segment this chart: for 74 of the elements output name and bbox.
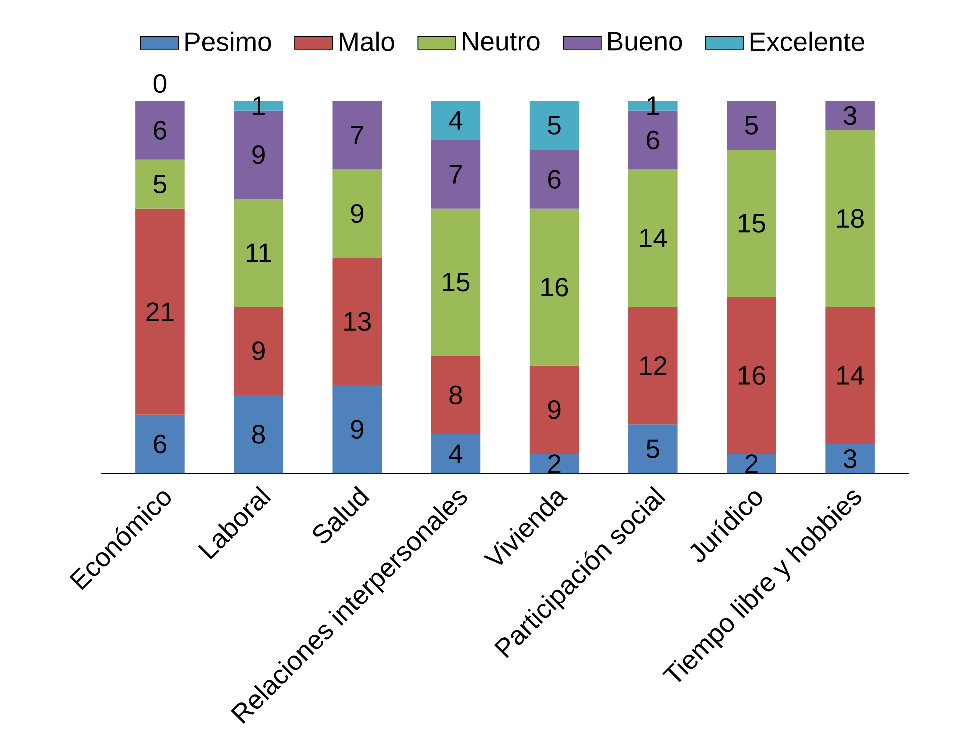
- bar: [431, 208, 481, 356]
- legend-label: Excelente: [750, 32, 865, 52]
- data-label: 5: [548, 116, 561, 135]
- data-label: 18: [838, 209, 864, 228]
- bar: [332, 258, 382, 386]
- bar: [530, 150, 580, 209]
- bar: [332, 385, 382, 474]
- bar: [727, 101, 776, 150]
- bar: [826, 444, 875, 474]
- data-label: 11: [246, 244, 272, 262]
- legend-label: Bueno: [608, 32, 682, 51]
- bar: [727, 454, 776, 474]
- bar: [136, 160, 185, 209]
- data-label: 7: [351, 126, 364, 145]
- bar: [826, 130, 875, 307]
- bar: [826, 306, 875, 444]
- data-label: 5: [745, 116, 758, 135]
- bar: [136, 101, 185, 160]
- data-label: 9: [548, 400, 561, 420]
- data-label: 3: [844, 106, 857, 126]
- data-label: 5: [646, 440, 660, 458]
- data-label: 6: [647, 130, 660, 150]
- bar: [628, 306, 678, 425]
- data-label: 1: [253, 96, 265, 116]
- data-label: 9: [252, 342, 265, 361]
- data-label: 4: [449, 112, 463, 130]
- bar: [431, 356, 481, 434]
- bar: [530, 454, 580, 474]
- data-label: 6: [154, 434, 166, 454]
- data-label: 14: [838, 366, 864, 385]
- bar: [234, 395, 284, 474]
- bar: [234, 306, 284, 396]
- bar: [332, 101, 382, 170]
- bar: [530, 208, 580, 366]
- legend-label: Malo: [340, 32, 394, 52]
- legend-label: Neutro: [463, 32, 540, 51]
- bar: [431, 140, 481, 209]
- bar: [530, 366, 580, 454]
- bar: [628, 424, 678, 474]
- data-label: 6: [154, 121, 166, 140]
- data-label: 2: [548, 454, 561, 474]
- data-label: 14: [640, 229, 668, 248]
- data-label: 9: [351, 420, 364, 439]
- data-label: 13: [344, 312, 372, 332]
- data-label: 6: [548, 170, 561, 189]
- bar: [136, 414, 185, 474]
- bar: [234, 199, 284, 307]
- data-label: 2: [746, 454, 758, 474]
- data-label: 9: [351, 204, 364, 224]
- data-label: 3: [844, 450, 857, 468]
- data-label: 9: [252, 146, 265, 164]
- data-label: 4: [449, 444, 463, 464]
- data-label: 8: [450, 386, 462, 405]
- bar: [628, 170, 678, 307]
- bar: [332, 170, 382, 258]
- data-label: 15: [443, 273, 470, 292]
- bar: [826, 101, 875, 130]
- data-label: 15: [738, 214, 766, 233]
- bar: [727, 297, 776, 454]
- bar: [530, 101, 580, 150]
- bar: [136, 208, 185, 415]
- data-label: 8: [252, 425, 266, 444]
- data-label: 7: [450, 165, 462, 184]
- bar: [727, 150, 776, 298]
- data-label: 1: [648, 96, 660, 116]
- data-label: 16: [542, 278, 568, 297]
- legend-label: Pesimo: [186, 32, 272, 52]
- data-label: 12: [640, 356, 667, 376]
- bar: [431, 434, 481, 474]
- bar: [431, 101, 481, 140]
- data-label: 21: [146, 302, 174, 322]
- data-label: 5: [154, 175, 166, 194]
- data-label: 0: [154, 74, 167, 94]
- data-label: 16: [738, 366, 766, 386]
